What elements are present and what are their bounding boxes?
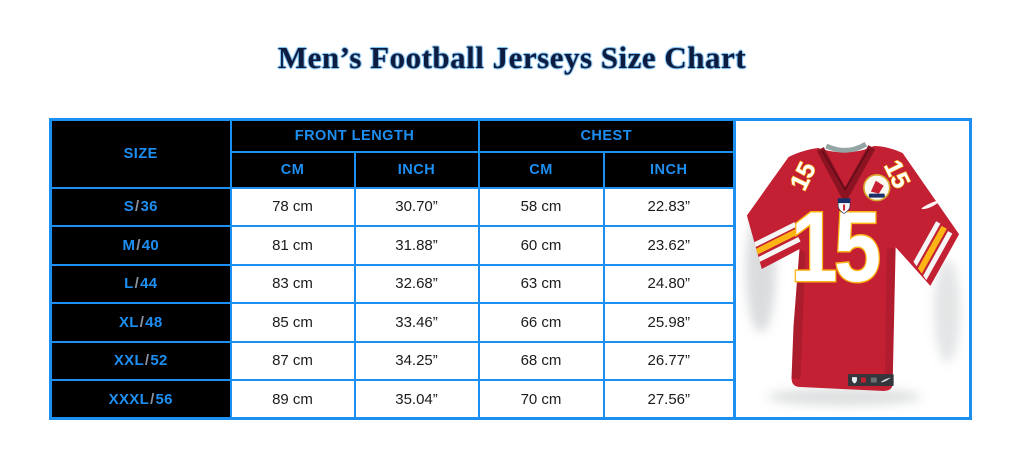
chest-inch: 26.77” [602,340,736,381]
size-separator: / [139,313,145,331]
size-label: S/36 [49,186,232,227]
jersey-shadow [745,209,960,406]
chest-inch: 22.83” [602,186,736,227]
size-separator: / [135,198,140,216]
jersey-body [746,146,959,391]
size-label: XL/48 [49,302,232,343]
size-label: XXXL/56 [49,379,232,420]
chest-cm: 66 cm [477,302,605,343]
front-length-cm: 85 cm [229,302,356,343]
left-sleeve-stripes [752,222,801,263]
size-chart-panel: SIZE FRONT LENGTH CHEST CM INCH CM INCH … [49,118,972,420]
collar-inner-shadow [821,148,870,192]
size-label: XXL/52 [49,340,232,381]
col-header-front-inch: INCH [353,150,480,189]
chest-cm: 58 cm [477,186,605,227]
chest-number: 15 [790,193,878,303]
front-length-inch: 30.70” [353,186,480,227]
chest-cm: 60 cm [477,225,605,266]
chest-cm: 70 cm [477,379,605,420]
size-table: SIZE FRONT LENGTH CHEST CM INCH CM INCH … [49,118,737,420]
table-row: XXL/52 87 cm 34.25” 68 cm 26.77” [49,340,736,381]
chest-inch: 23.62” [602,225,736,266]
jersey-image-panel: 15 15 15 [736,118,972,420]
collar-back-stripe [824,141,867,153]
size-label: M/40 [49,225,232,266]
front-length-inch: 32.68” [353,263,480,304]
col-header-size: SIZE [49,118,232,189]
nike-swoosh-icon [920,199,942,210]
chiefs-patch-icon [862,174,890,202]
col-header-chest-cm: CM [477,150,605,189]
page-title: Men’s Football Jerseys Size Chart [277,40,747,75]
table-row: M/40 81 cm 31.88” 60 cm 23.62” [49,225,736,266]
col-header-chest-inch: INCH [602,150,736,189]
size-separator: / [134,275,140,293]
jersey-side-shade-right [884,247,896,385]
chest-cm: 63 cm [477,263,605,304]
front-length-cm: 81 cm [229,225,356,266]
front-length-inch: 33.46” [353,302,480,343]
front-length-inch: 31.88” [353,225,480,266]
nfl-shield-icon [837,198,850,214]
col-group-front-length: FRONT LENGTH [229,118,480,153]
front-length-inch: 35.04” [353,379,480,420]
size-separator: / [150,390,155,408]
collar-vneck [816,145,875,204]
size-separator: / [136,236,141,254]
table-row: S/36 78 cm 30.70” 58 cm 22.83” [49,186,736,227]
size-separator: / [144,352,150,370]
chest-inch: 27.56” [602,379,736,420]
chest-inch: 24.80” [602,263,736,304]
table-row: L/44 83 cm 32.68” 63 cm 24.80” [49,263,736,304]
front-length-inch: 34.25” [353,340,480,381]
chest-cm: 68 cm [477,340,605,381]
table-row: XXXL/56 89 cm 35.04” 70 cm 27.56” [49,379,736,420]
col-header-front-cm: CM [229,150,356,189]
size-label: L/44 [49,263,232,304]
front-length-cm: 89 cm [229,379,356,420]
front-length-cm: 78 cm [229,186,356,227]
jock-tag [847,374,894,386]
chest-inch: 25.98” [602,302,736,343]
front-length-cm: 87 cm [229,340,356,381]
table-row: XL/48 85 cm 33.46” 66 cm 25.98” [49,302,736,343]
col-group-chest: CHEST [477,118,736,153]
jersey-side-shade-left [791,249,805,380]
jersey-image: 15 15 15 [745,141,960,406]
front-length-cm: 83 cm [229,263,356,304]
